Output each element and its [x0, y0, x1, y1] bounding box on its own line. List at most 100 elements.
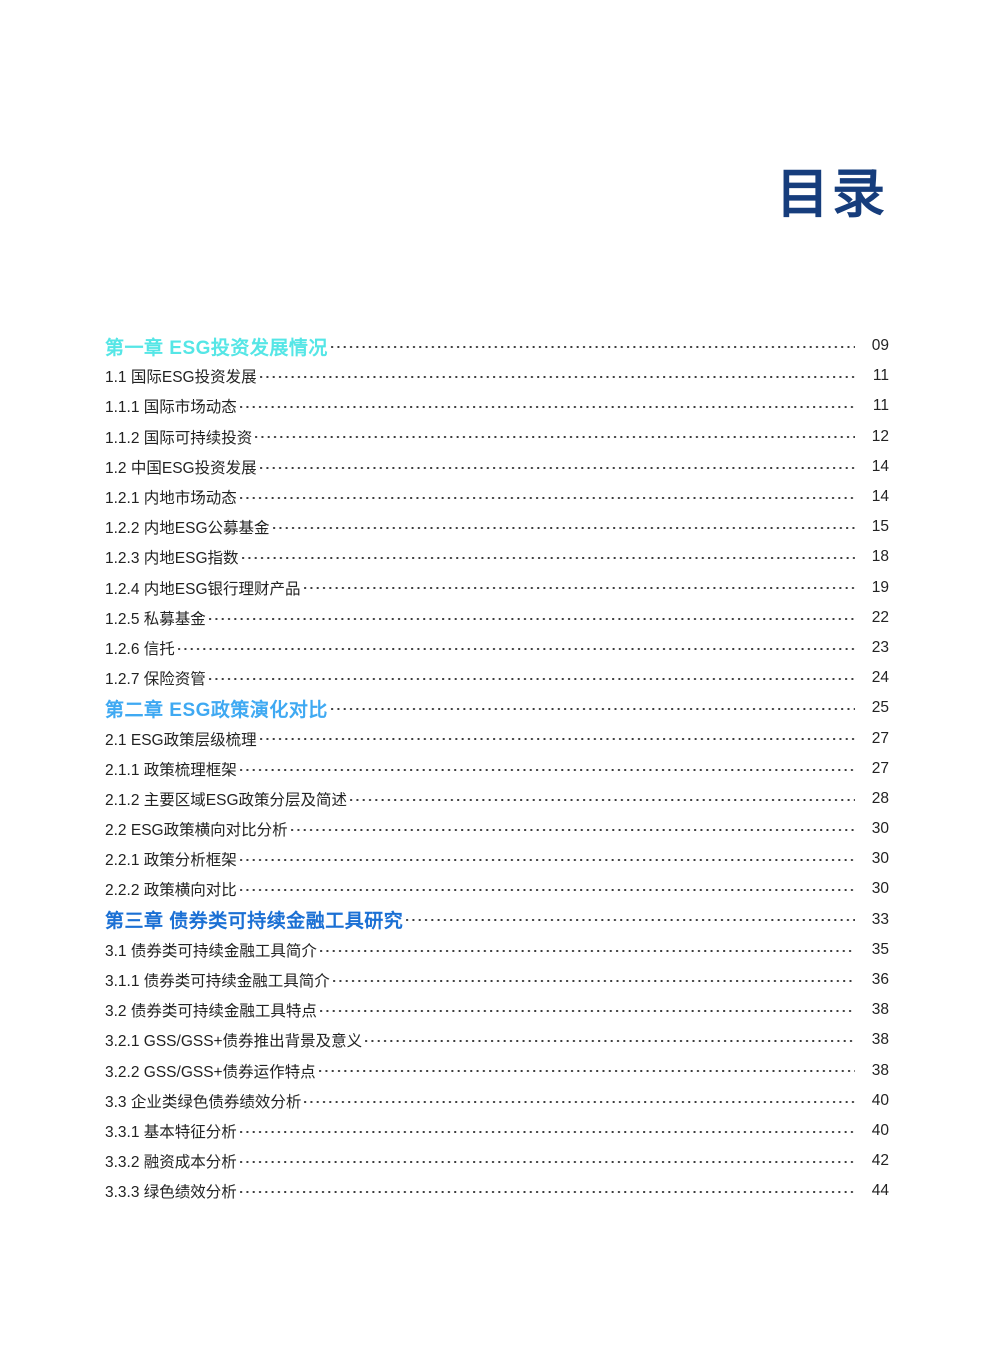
- dotted-leader: [239, 406, 855, 409]
- dotted-leader: [330, 708, 855, 711]
- toc-entry-label: 2.2.1 政策分析框架: [105, 852, 237, 870]
- toc-entry-page: 44: [871, 1182, 889, 1200]
- toc-list: 第一章 ESG投资发展情况 09 1.1 国际ESG投资发展 11 1.1.1 …: [105, 331, 889, 1206]
- dotted-leader: [350, 798, 855, 802]
- toc-entry-label: 3.2 债券类可持续金融工具特点: [105, 1003, 317, 1021]
- toc-entry-label: 3.3.1 基本特征分析: [105, 1123, 237, 1141]
- toc-entry-label: 1.2.5 私募基金: [105, 610, 206, 628]
- toc-entry-label: 3.1.1 债券类可持续金融工具简介: [105, 973, 330, 991]
- toc-entry-label: 2.2.2 政策横向对比: [105, 882, 237, 900]
- toc-entry-label: 3.3.3 绿色绩效分析: [105, 1184, 237, 1202]
- toc-entry[interactable]: 2.1.2 主要区域ESG政策分层及简述 28: [105, 784, 889, 814]
- toc-entry-page: 18: [871, 548, 889, 566]
- toc-entry-label: 2.1 ESG政策层级梳理: [105, 731, 257, 749]
- toc-entry-page: 23: [871, 638, 889, 656]
- toc-entry-page: 38: [871, 1061, 889, 1079]
- toc-entry[interactable]: 1.1.1 国际市场动态 11: [105, 391, 889, 421]
- toc-entry[interactable]: 3.2.1 GSS/GSS+债券推出背景及意义 38: [105, 1025, 889, 1055]
- toc-entry[interactable]: 1.1.2 国际可持续投资 12: [105, 422, 889, 452]
- dotted-leader: [255, 436, 855, 439]
- dotted-leader: [177, 647, 855, 651]
- dotted-leader: [239, 768, 855, 771]
- toc-entry-page: 38: [871, 1001, 889, 1019]
- toc-entry-page: 24: [871, 669, 889, 687]
- toc-entry[interactable]: 1.2.5 私募基金 22: [105, 603, 889, 633]
- toc-entry[interactable]: 1.2.2 内地ESG公募基金 15: [105, 512, 889, 542]
- toc-entry-page: 28: [871, 789, 889, 807]
- toc-entry-page: 14: [871, 457, 889, 475]
- toc-entry[interactable]: 1.2.1 内地市场动态 14: [105, 482, 889, 512]
- toc-entry[interactable]: 1.2.3 内地ESG指数 18: [105, 542, 889, 572]
- toc-entry[interactable]: 1.2.7 保险资管 24: [105, 663, 889, 693]
- dotted-leader: [303, 587, 855, 590]
- toc-entry-label: 2.1.1 政策梳理框架: [105, 761, 237, 779]
- toc-entry-page: 22: [871, 608, 889, 626]
- dotted-leader: [318, 1070, 855, 1073]
- dotted-leader: [304, 1100, 855, 1103]
- toc-entry[interactable]: 第三章 债券类可持续金融工具研究 33: [105, 905, 889, 935]
- page-title: 目录: [776, 165, 888, 224]
- toc-entry-page: 25: [871, 699, 889, 717]
- toc-entry-label: 3.3 企业类绿色债券绩效分析: [105, 1093, 302, 1111]
- toc-entry-label: 1.1.2 国际可持续投资: [105, 429, 253, 447]
- toc-entry[interactable]: 第二章 ESG政策演化对比 25: [105, 693, 889, 723]
- toc-entry[interactable]: 3.3.3 绿色绩效分析 44: [105, 1176, 889, 1206]
- toc-entry-page: 36: [871, 971, 889, 989]
- toc-entry-page: 19: [871, 578, 889, 596]
- toc-entry-label: 1.1 国际ESG投资发展: [105, 369, 257, 387]
- toc-entry-label: 第二章 ESG政策演化对比: [105, 699, 328, 721]
- dotted-leader: [319, 1010, 855, 1013]
- toc-entry-page: 30: [871, 880, 889, 898]
- toc-entry[interactable]: 2.1 ESG政策层级梳理 27: [105, 723, 889, 753]
- dotted-leader: [239, 889, 855, 892]
- toc-entry-label: 1.2.7 保险资管: [105, 671, 206, 689]
- toc-entry-page: 40: [871, 1121, 889, 1139]
- toc-entry[interactable]: 2.1.1 政策梳理框架 27: [105, 754, 889, 784]
- toc-entry-page: 27: [871, 729, 889, 747]
- toc-entry-page: 30: [871, 820, 889, 838]
- toc-entry[interactable]: 2.2 ESG政策横向对比分析 30: [105, 814, 889, 844]
- toc-entry-label: 第三章 债券类可持续金融工具研究: [105, 911, 404, 933]
- toc-entry-page: 38: [871, 1031, 889, 1049]
- toc-entry-label: 2.1.2 主要区域ESG政策分层及简述: [105, 791, 348, 809]
- dotted-leader: [365, 1040, 855, 1043]
- dotted-leader: [239, 1160, 855, 1164]
- dotted-leader: [319, 949, 855, 953]
- dotted-leader: [259, 466, 855, 470]
- dotted-leader: [239, 859, 855, 862]
- toc-entry[interactable]: 第一章 ESG投资发展情况 09: [105, 331, 889, 361]
- toc-entry[interactable]: 1.2.4 内地ESG银行理财产品 19: [105, 573, 889, 603]
- dotted-leader: [239, 1191, 855, 1194]
- toc-entry-page: 35: [871, 940, 889, 958]
- toc-entry[interactable]: 1.2.6 信托 23: [105, 633, 889, 663]
- toc-entry-page: 27: [871, 759, 889, 777]
- dotted-leader: [332, 979, 855, 983]
- toc-entry-page: 09: [871, 337, 889, 355]
- toc-entry-page: 33: [871, 910, 889, 928]
- toc-entry[interactable]: 3.3.2 融资成本分析 42: [105, 1146, 889, 1176]
- toc-entry-page: 11: [872, 397, 889, 415]
- toc-entry[interactable]: 3.1.1 债券类可持续金融工具简介 36: [105, 965, 889, 995]
- toc-entry[interactable]: 2.2.2 政策横向对比 30: [105, 874, 889, 904]
- toc-entry[interactable]: 1.2 中国ESG投资发展 14: [105, 452, 889, 482]
- dotted-leader: [208, 617, 855, 620]
- toc-entry[interactable]: 1.1 国际ESG投资发展 11: [105, 361, 889, 391]
- toc-entry-page: 12: [871, 427, 889, 445]
- dotted-leader: [259, 738, 855, 741]
- toc-entry[interactable]: 3.3 企业类绿色债券绩效分析 40: [105, 1086, 889, 1116]
- toc-entry-label: 1.2.1 内地市场动态: [105, 490, 237, 508]
- toc-entry-label: 3.1 债券类可持续金融工具简介: [105, 942, 317, 960]
- toc-entry-label: 1.2 中国ESG投资发展: [105, 459, 257, 477]
- toc-entry-page: 15: [871, 518, 889, 536]
- dotted-leader: [259, 376, 855, 379]
- toc-entry-label: 3.2.1 GSS/GSS+债券推出背景及意义: [105, 1033, 363, 1051]
- dotted-leader: [239, 496, 855, 500]
- toc-entry[interactable]: 2.2.1 政策分析框架 30: [105, 844, 889, 874]
- dotted-leader: [239, 1130, 855, 1134]
- toc-entry-page: 14: [871, 488, 889, 506]
- toc-entry[interactable]: 3.2.2 GSS/GSS+债券运作特点 38: [105, 1056, 889, 1086]
- toc-entry[interactable]: 3.1 债券类可持续金融工具简介 35: [105, 935, 889, 965]
- toc-entry[interactable]: 3.3.1 基本特征分析 40: [105, 1116, 889, 1146]
- toc-entry[interactable]: 3.2 债券类可持续金融工具特点 38: [105, 995, 889, 1025]
